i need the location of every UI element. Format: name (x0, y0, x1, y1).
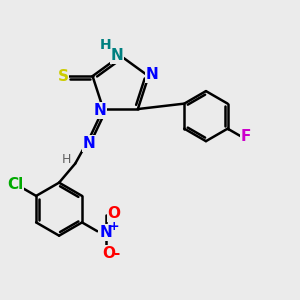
Text: H: H (99, 38, 111, 52)
Text: +: + (109, 220, 119, 233)
Text: N: N (146, 67, 158, 82)
Text: H: H (62, 153, 71, 166)
Text: N: N (83, 136, 96, 151)
Text: F: F (241, 129, 251, 144)
Text: Cl: Cl (7, 177, 23, 192)
Text: N: N (111, 48, 123, 63)
Text: S: S (58, 69, 69, 84)
Text: O: O (107, 206, 120, 221)
Text: -: - (114, 246, 120, 261)
Text: N: N (94, 103, 107, 118)
Text: N: N (99, 225, 112, 240)
Text: O: O (102, 246, 115, 261)
